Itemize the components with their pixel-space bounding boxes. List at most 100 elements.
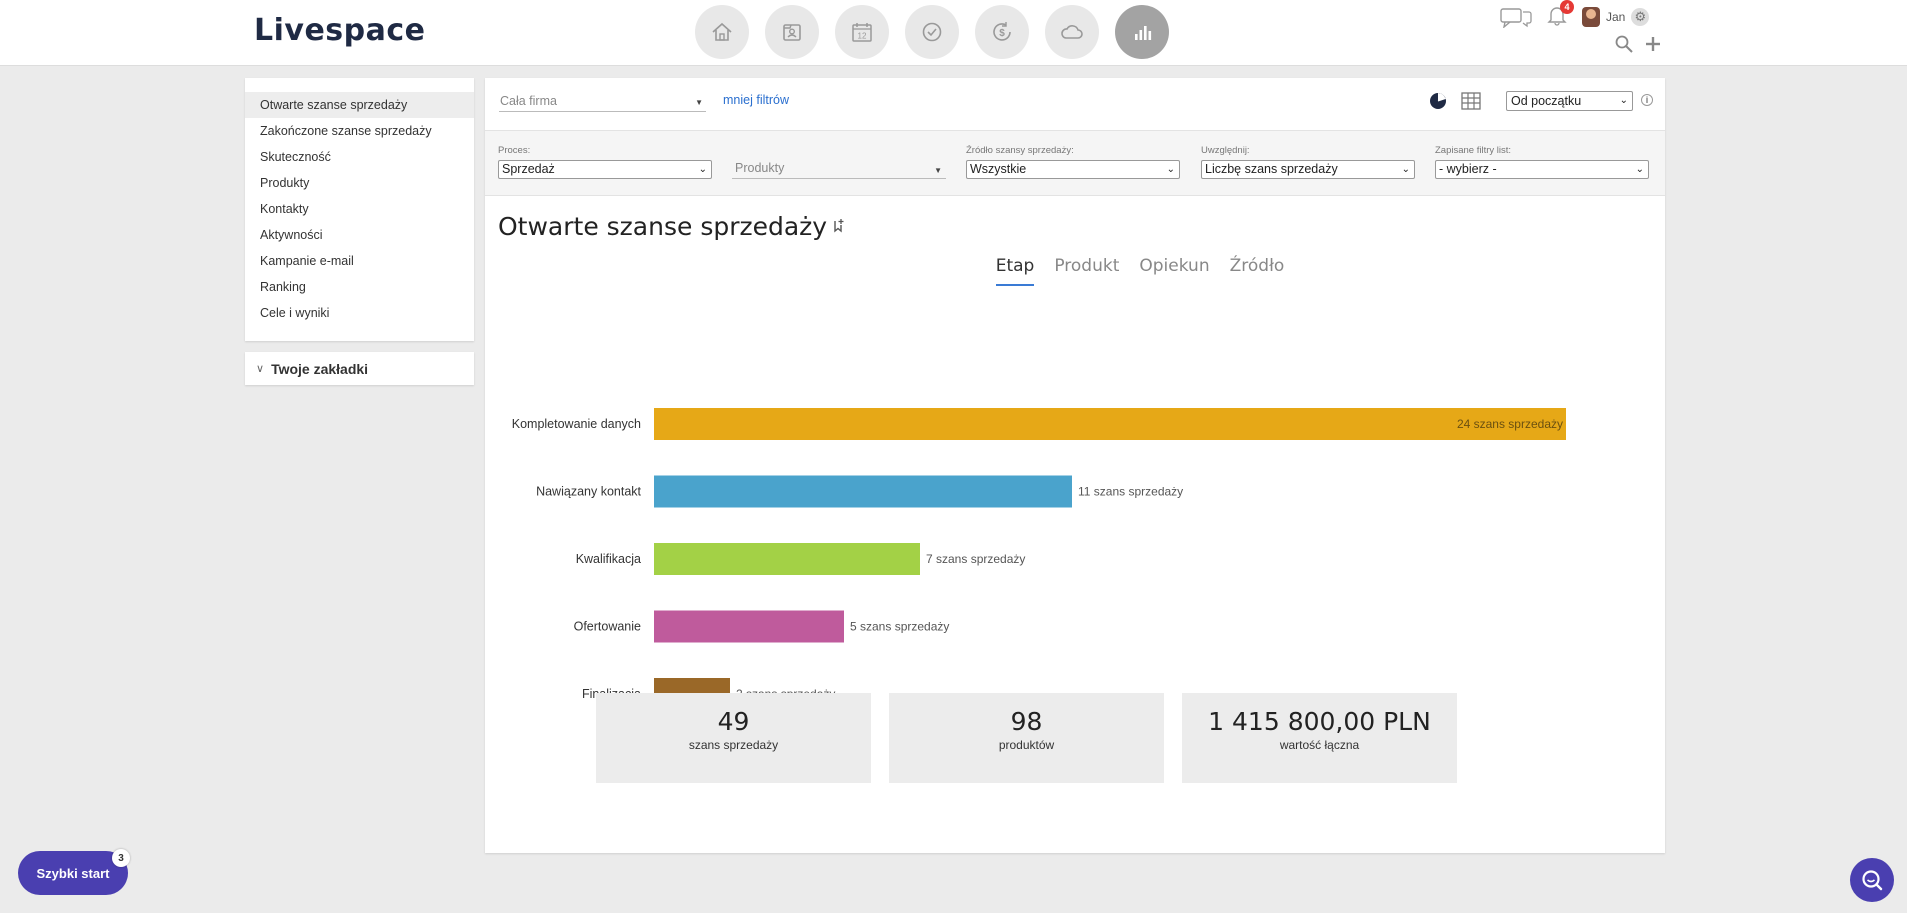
sidebar-item-products[interactable]: Produkty	[260, 176, 310, 190]
stat-deals-label: szans sprzedaży	[688, 738, 779, 752]
products-select[interactable]: Produkty ▼	[732, 160, 946, 179]
nav-calendar-button[interactable]: 12	[835, 5, 889, 59]
add-icon[interactable]	[1644, 35, 1662, 53]
category-label: Ofertowanie	[574, 620, 641, 634]
source-select[interactable]: Wszystkie ⌄	[966, 160, 1180, 179]
home-icon	[712, 22, 732, 41]
tab-product[interactable]: Produkt	[1054, 256, 1120, 276]
pie-chart-icon[interactable]	[1429, 92, 1447, 110]
bar[interactable]	[654, 408, 1566, 440]
data-label: 11 szans sprzedaży	[1078, 485, 1183, 499]
avatar	[1582, 6, 1600, 27]
sidebar-item-activities[interactable]: Aktywności	[260, 228, 323, 242]
quick-start-badge: 3	[112, 849, 130, 867]
period-select[interactable]: Od początku ⌄	[1506, 91, 1633, 111]
saved-filters: Zapisane filtry list: - wybierz - ⌄	[1435, 145, 1649, 179]
tab-stage[interactable]: Etap	[995, 256, 1035, 286]
saved-filters-label: Zapisane filtry list:	[1435, 145, 1512, 156]
user-menu[interactable]: Jan ⚙	[1582, 6, 1650, 27]
bell-icon	[1547, 7, 1567, 26]
caret-down-icon: ▼	[934, 166, 942, 175]
include-filter: Uwzględnij: Liczbę szans sprzedaży ⌄	[1201, 145, 1415, 179]
chevron-down-icon: ⌄	[698, 164, 707, 175]
sidebar-item-goals[interactable]: Cele i wyniki	[260, 306, 330, 320]
page-title: Otwarte szanse sprzedaży	[498, 212, 828, 241]
notifications-button[interactable]: 4	[1546, 0, 1574, 29]
data-label: 7 szans sprzedaży	[926, 552, 1025, 566]
quick-start-label: Szybki start	[36, 865, 110, 881]
chevron-down-icon: ⌄	[1619, 95, 1628, 106]
process-select[interactable]: Sprzedaż ⌄	[498, 160, 712, 179]
info-icon[interactable]: i	[1641, 94, 1653, 106]
search-icon[interactable]	[1614, 34, 1634, 54]
source-filter: Źródło szansy sprzedaży: Wszystkie ⌄	[966, 145, 1180, 179]
search-chat-icon	[1862, 870, 1883, 891]
products-select-value: Produkty	[735, 161, 785, 175]
process-filter-label: Proces:	[498, 145, 531, 156]
bar[interactable]	[654, 475, 1072, 508]
process-filter: Proces: Sprzedaż ⌄	[498, 145, 712, 179]
products-filter: Produkty ▼	[732, 145, 946, 179]
period-select-value: Od początku	[1511, 94, 1582, 108]
stage-bar-chart: Kompletowanie danych 24 szans sprzedaży Na…	[485, 318, 1665, 738]
filters-panel: Proces: Sprzedaż ⌄ Produkty ▼ Źródło sza…	[485, 131, 1665, 196]
quick-start-button[interactable]: Szybki start 3	[18, 849, 130, 895]
bar[interactable]	[654, 610, 844, 643]
products-filter-label	[732, 145, 946, 158]
tasks-icon	[922, 22, 942, 42]
logo[interactable]: Livespace	[254, 13, 426, 48]
nav-cloud-button[interactable]	[1045, 5, 1099, 59]
stat-products-label: produktów	[998, 738, 1055, 752]
calendar-icon: 12	[852, 23, 872, 42]
nav-home-button[interactable]	[695, 5, 749, 59]
stat-total-value: 1 415 800,00 PLN wartość łączna	[1182, 693, 1457, 783]
saved-filters-select[interactable]: - wybierz - ⌄	[1435, 160, 1649, 179]
summary-stats: 49 szans sprzedaży 98 produktów 1 415 80…	[596, 693, 1457, 783]
report-panel: Cała firma ▼ mniej filtrów Od początku ⌄…	[485, 78, 1665, 853]
gear-icon[interactable]: ⚙	[1631, 7, 1650, 26]
caret-down-icon: ▼	[695, 98, 703, 107]
source-filter-label: Źródło szansy sprzedaży:	[966, 145, 1074, 156]
help-chat-button[interactable]	[1850, 858, 1894, 902]
category-label: Kwalifikacja	[576, 552, 641, 566]
nav-reports-button[interactable]	[1115, 5, 1169, 59]
reports-icon	[1135, 26, 1152, 40]
include-select-value: Liczbę szans sprzedaży	[1205, 162, 1338, 176]
sidebar-item-ranking[interactable]: Ranking	[260, 280, 306, 294]
bookmark-add-icon[interactable]	[830, 218, 846, 234]
bookmarks-toggle[interactable]: ∨ Twoje zakładki	[245, 352, 474, 385]
tab-owner[interactable]: Opiekun	[1139, 256, 1210, 276]
chevron-down-icon: ⌄	[1635, 164, 1644, 175]
data-label: 5 szans sprzedaży	[850, 620, 949, 634]
chevron-down-icon: ∨	[256, 363, 265, 375]
sidebar-item-email-campaigns[interactable]: Kampanie e-mail	[260, 254, 354, 268]
bookmarks-label: Twoje zakładki	[271, 360, 369, 377]
tab-source[interactable]: Źródło	[1229, 256, 1285, 276]
sidebar-item-contacts[interactable]: Kontakty	[260, 202, 309, 216]
company-select[interactable]: Cała firma ▼	[499, 92, 706, 112]
quick-actions	[1614, 34, 1662, 54]
include-filter-label: Uwzględnij:	[1201, 145, 1250, 156]
chat-icon[interactable]	[1500, 6, 1532, 28]
main-nav: 12 $	[695, 5, 1169, 59]
bar-group: Kompletowanie danych 24 szans sprzedaży	[512, 408, 1566, 440]
less-filters-link[interactable]: mniej filtrów	[723, 93, 789, 107]
nav-deals-button[interactable]: $	[975, 5, 1029, 59]
deals-icon: $	[993, 22, 1011, 41]
table-icon[interactable]	[1461, 92, 1481, 110]
user-area: 4 Jan ⚙	[1500, 0, 1650, 29]
filter-bar: Cała firma ▼ mniej filtrów Od początku ⌄…	[485, 78, 1665, 131]
nav-contacts-button[interactable]	[765, 5, 819, 59]
bar-group: Nawiązany kontakt 11 szans sprzedaży	[536, 475, 1183, 508]
bar[interactable]	[654, 543, 920, 575]
sidebar-item-effectiveness[interactable]: Skuteczność	[260, 150, 331, 164]
report-tabs: Etap Produkt Opiekun Źródło	[485, 256, 1665, 286]
sidebar-item-open-deals[interactable]: Otwarte szanse sprzedaży	[245, 92, 474, 118]
sidebar-item-closed-deals[interactable]: Zakończone szanse sprzedaży	[260, 124, 432, 138]
stat-products: 98 produktów	[889, 693, 1164, 783]
company-select-value: Cała firma	[500, 94, 557, 108]
nav-tasks-button[interactable]	[905, 5, 959, 59]
source-select-value: Wszystkie	[970, 162, 1027, 176]
include-select[interactable]: Liczbę szans sprzedaży ⌄	[1201, 160, 1415, 179]
svg-text:$: $	[999, 28, 1005, 39]
